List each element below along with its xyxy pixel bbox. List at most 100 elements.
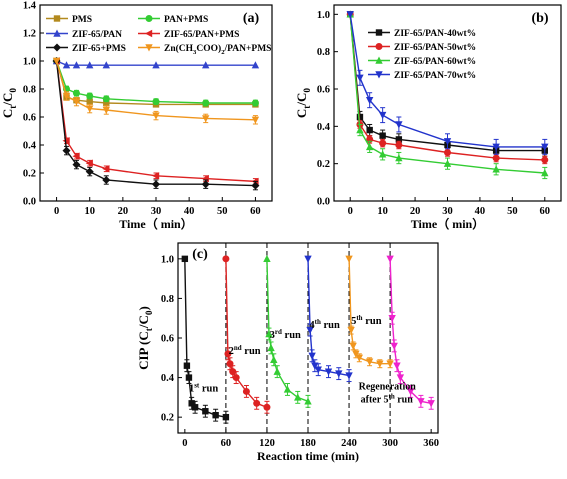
regeneration-label: after 5th run [361, 392, 414, 405]
data-point [102, 95, 110, 103]
data-point [395, 141, 403, 149]
series-1 [346, 10, 549, 165]
data-point [283, 385, 292, 393]
regeneration-label: Regeneration [359, 381, 417, 392]
series-3 [346, 11, 549, 155]
data-point [229, 368, 237, 376]
data-point [308, 352, 316, 360]
x-tick-label: 240 [341, 438, 357, 449]
data-point [388, 315, 396, 323]
y-tick-label: 0.4 [23, 141, 37, 152]
data-point [212, 411, 219, 419]
data-point [443, 138, 452, 146]
y-tick-label: 0.6 [317, 85, 330, 96]
data-point [294, 393, 302, 401]
x-tick-label: 20 [118, 206, 129, 217]
data-point [393, 362, 401, 370]
panel-b: 0 10 20 30 40 50 60 0.0 0.2 0.4 0.6 0.8 1.0 Time（ min）… [294, 4, 562, 231]
x-axis-label: Time（ min） [411, 216, 484, 231]
data-point [306, 326, 314, 335]
legend-marker [375, 56, 383, 64]
data-point [273, 367, 281, 375]
series-3 [52, 57, 259, 186]
data-point [222, 413, 230, 421]
data-point [347, 326, 355, 335]
data-point [102, 106, 110, 114]
run-annotation: 4th run [309, 318, 340, 331]
legend: ZIF-65/PAN-40wt% ZIF-65/PAN-50wt% ZIF-65/P… [368, 29, 476, 81]
data-point [492, 154, 500, 162]
legend-marker [53, 29, 61, 37]
data-point [52, 57, 61, 65]
legend-label: ZIF-65/PAN-40wt% [394, 29, 476, 39]
data-point [251, 116, 260, 124]
data-point [103, 99, 110, 107]
data-point [345, 372, 353, 380]
x-tick-label: 10 [84, 206, 95, 217]
data-point [202, 408, 209, 415]
data-point [183, 362, 191, 369]
data-point [202, 99, 210, 107]
data-point [365, 358, 374, 366]
series-4 [345, 255, 394, 369]
legend-marker [145, 15, 153, 22]
y-tick-label: 0.8 [161, 294, 174, 305]
data-point [379, 132, 386, 139]
data-point [395, 136, 403, 143]
data-point [355, 354, 364, 362]
data-point [72, 152, 80, 160]
data-point [314, 366, 322, 374]
data-point [62, 61, 71, 69]
y-tick-label: 0.2 [317, 159, 330, 170]
data-point [62, 146, 71, 155]
data-point [365, 97, 374, 105]
data-point [85, 159, 93, 167]
y-tick-label: 0.6 [23, 113, 36, 124]
panel-label: (a) [243, 11, 260, 26]
data-point [386, 255, 394, 263]
x-tick-label: 40 [184, 206, 195, 217]
x-axis-label: Time（ min） [119, 216, 192, 231]
run-annotation: 2nd run [229, 344, 261, 357]
data-point [72, 98, 81, 106]
x-tick-label: 360 [423, 438, 439, 449]
data-point [72, 160, 81, 169]
data-point [102, 176, 111, 184]
legend-label: ZIF-65/PAN [72, 30, 122, 40]
series-0 [181, 255, 230, 424]
data-point [185, 374, 193, 381]
data-point [152, 112, 160, 120]
x-tick-label: 300 [382, 438, 398, 449]
y-axis-label: Ct/C0 [0, 88, 19, 119]
data-point [265, 330, 273, 338]
legend-label: ZIF-65/PAN-70wt% [394, 71, 476, 81]
y-tick-label: 0.2 [23, 169, 36, 180]
x-tick-label: 0 [182, 438, 187, 449]
series-line [348, 258, 391, 365]
panel-c: 0 60 120 180 240 300 360 0.2 0.4 0.6 0.8 1.0 Reactio… [136, 242, 439, 463]
y-tick-label: 1.0 [161, 254, 174, 265]
legend-label: PMS [72, 15, 92, 25]
legend-label: ZIF-65/PAN+PMS [164, 30, 239, 40]
x-tick-label: 60 [250, 206, 261, 217]
x-tick-label: 40 [475, 206, 486, 217]
data-point [427, 400, 435, 408]
series-2 [263, 254, 312, 408]
data-point [356, 74, 364, 82]
series-4 [52, 57, 260, 191]
data-point [242, 387, 250, 395]
data-point [152, 61, 160, 69]
legend: PMS PAN+PMS ZIF-65/PAN ZIF-65/PAN+PMS ZIF-65… [46, 15, 271, 56]
data-point [346, 11, 354, 19]
data-point [102, 61, 110, 69]
series-2 [52, 57, 260, 69]
series-5 [52, 57, 260, 125]
data-point [406, 388, 415, 396]
series-1 [222, 255, 271, 414]
data-point [181, 255, 189, 263]
y-tick-label: 0.0 [23, 197, 36, 208]
x-tick-label: 0 [348, 206, 353, 217]
data-point [251, 181, 260, 190]
data-point [270, 355, 278, 363]
